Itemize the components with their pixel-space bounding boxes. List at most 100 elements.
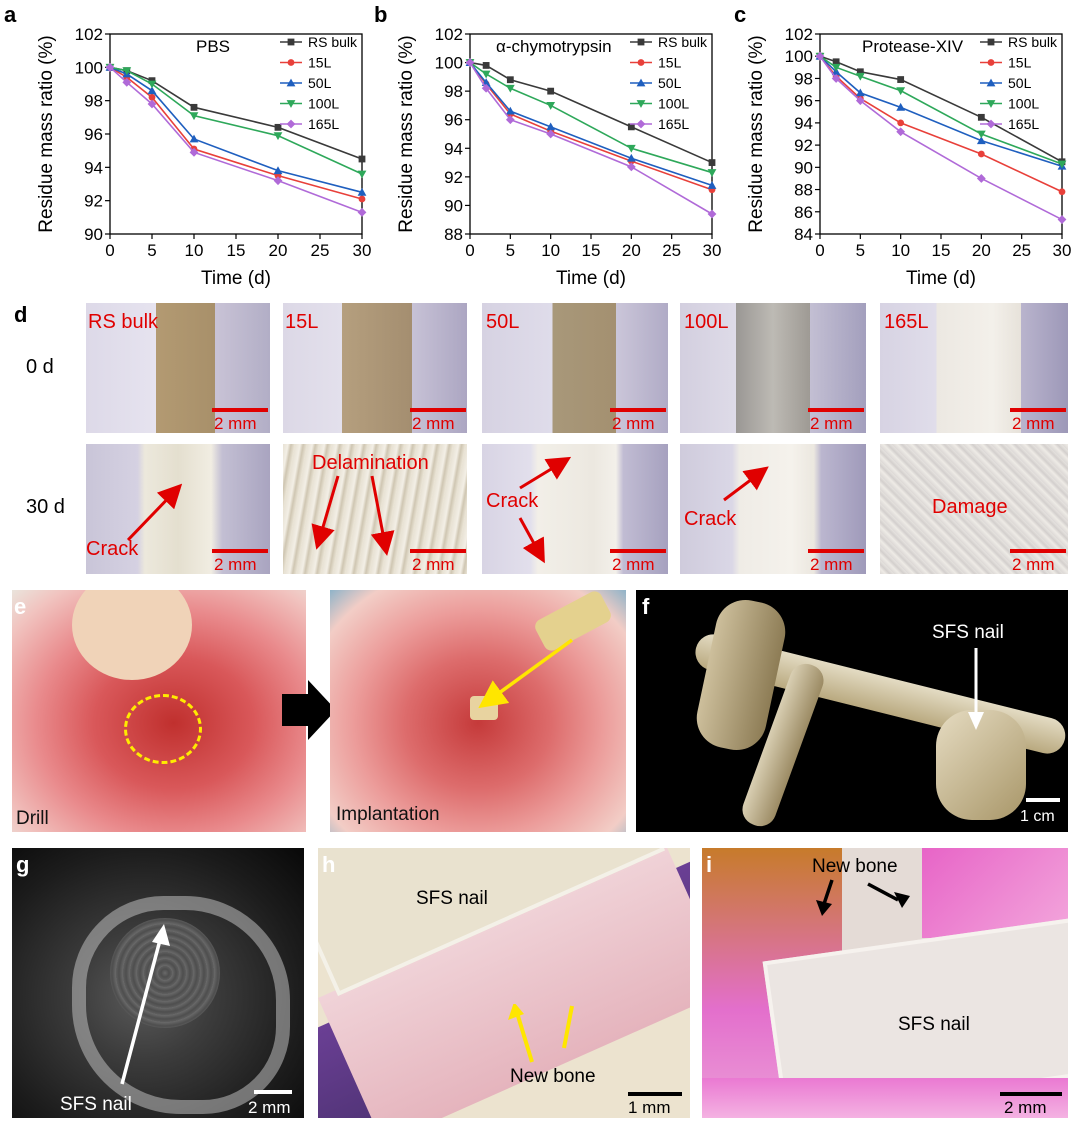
panel-label-g: g (16, 852, 30, 877)
label-new-bone: New bone (812, 856, 898, 877)
data-point (1058, 188, 1066, 196)
scale-bar-line (410, 408, 466, 412)
data-point (147, 86, 157, 95)
photo-drill (12, 590, 306, 832)
panel-label-d: d (14, 302, 28, 327)
col-label-165l: 165L (884, 311, 929, 333)
data-point (897, 76, 905, 83)
label-new-bone: New bone (510, 1066, 596, 1087)
panel-label-c: c (734, 2, 747, 27)
chart-title: PBS (196, 37, 230, 56)
tissue-bottom (702, 1078, 1068, 1118)
y-tick-label: 92 (84, 192, 103, 211)
data-point (626, 162, 636, 172)
data-point (505, 84, 515, 93)
legend-marker (987, 38, 995, 46)
scale-bar-text: 2 mm (612, 555, 655, 574)
scale-bar-line (410, 549, 466, 553)
white-arrow (120, 924, 170, 1085)
data-point (897, 119, 905, 127)
data-point (815, 51, 825, 61)
panel-d-arrows (126, 456, 769, 564)
data-point (148, 93, 156, 101)
y-tick-label: 90 (444, 196, 463, 215)
series-line (109, 66, 363, 214)
scale-bar-text: 2 mm (1012, 414, 1055, 433)
scale-bar-text: 2 mm (612, 414, 655, 433)
data-point (976, 174, 986, 183)
x-axis-label: Time (d) (906, 268, 976, 289)
data-point (189, 147, 199, 157)
data-point (976, 130, 986, 139)
y-tick-label: 100 (75, 58, 103, 77)
label-sfs-nail: SFS nail (898, 1014, 970, 1035)
scale-bar-line (610, 408, 666, 412)
scale-bar-line (1000, 1092, 1062, 1096)
legend-marker (986, 78, 996, 87)
x-tick-label: 0 (815, 241, 824, 260)
chart-c: 0 5 10 15 20 25 30 84 86 88 90 92 94 96 98 100 102 Time (… (746, 25, 1071, 289)
data-point (626, 144, 636, 153)
x-tick-label: 20 (622, 241, 641, 260)
yellow-arrow (478, 638, 574, 709)
data-point (832, 58, 840, 66)
data-point (856, 68, 864, 76)
scale-bar-text: 2 mm (248, 1098, 291, 1117)
chart-title: Protease-XIV (862, 37, 964, 56)
y-tick-label: 102 (75, 25, 103, 44)
scale-bar-line (808, 549, 864, 553)
data-point (546, 102, 556, 110)
x-tick-label: 15 (227, 241, 246, 260)
scale-bar-line (1010, 408, 1066, 412)
y-tick-label: 102 (785, 25, 813, 44)
x-tick-label: 0 (105, 241, 114, 260)
data-point (357, 187, 367, 196)
panel-label-i: i (706, 852, 713, 877)
legend-entry: 165L (308, 116, 339, 132)
y-tick-label: 86 (794, 203, 813, 222)
scale-bar-text: 2 mm (214, 414, 257, 433)
data-point (147, 99, 157, 109)
legend-entry: 50L (308, 75, 332, 91)
y-tick-label: 96 (84, 125, 103, 144)
legend-marker (986, 100, 996, 108)
series-line (109, 66, 363, 175)
data-point (122, 77, 132, 87)
y-tick-label: 90 (794, 158, 813, 177)
yellow-arrows (508, 1004, 574, 1063)
ct-3d-render (636, 590, 1068, 832)
scale-bar-text: 2 mm (810, 555, 853, 574)
panel-label-e: e (14, 594, 27, 619)
data-point (707, 181, 717, 189)
histology-h (318, 848, 690, 1118)
data-point (831, 74, 841, 83)
legend-entry: 50L (1008, 75, 1032, 91)
x-tick-label: 30 (353, 241, 372, 260)
series-line (109, 66, 363, 194)
legend-marker (287, 59, 295, 66)
y-tick-label: 92 (444, 168, 463, 187)
col-label-100l: 100L (684, 311, 729, 333)
x-tick-label: 5 (856, 241, 865, 260)
scale-bar-line (628, 1092, 682, 1096)
red-arrow (518, 517, 545, 564)
data-point (707, 209, 717, 219)
scale-bar-line (254, 1090, 292, 1094)
glove-finger (72, 590, 192, 680)
chart-b: 0 5 10 15 20 25 30 88 90 92 94 96 98 100 102 Time (d) Re… (396, 25, 721, 289)
col-label-rs-bulk: RS bulk (88, 311, 159, 333)
annotation-crack: Crack (86, 538, 139, 560)
series-line (469, 62, 713, 215)
scale-bar-text: 1 cm (1020, 808, 1055, 825)
annotation-crack: Crack (486, 490, 539, 512)
y-axis-label: Residue mass ratio (%) (396, 35, 417, 232)
legend-marker (986, 119, 996, 129)
scale-bar-text: 2 mm (412, 414, 455, 433)
x-tick-label: 10 (891, 241, 910, 260)
x-tick-label: 5 (147, 241, 156, 260)
data-point (481, 83, 491, 93)
data-point (190, 103, 198, 111)
data-point (358, 155, 366, 163)
legend-marker (636, 100, 646, 108)
y-tick-label: 92 (794, 136, 813, 155)
